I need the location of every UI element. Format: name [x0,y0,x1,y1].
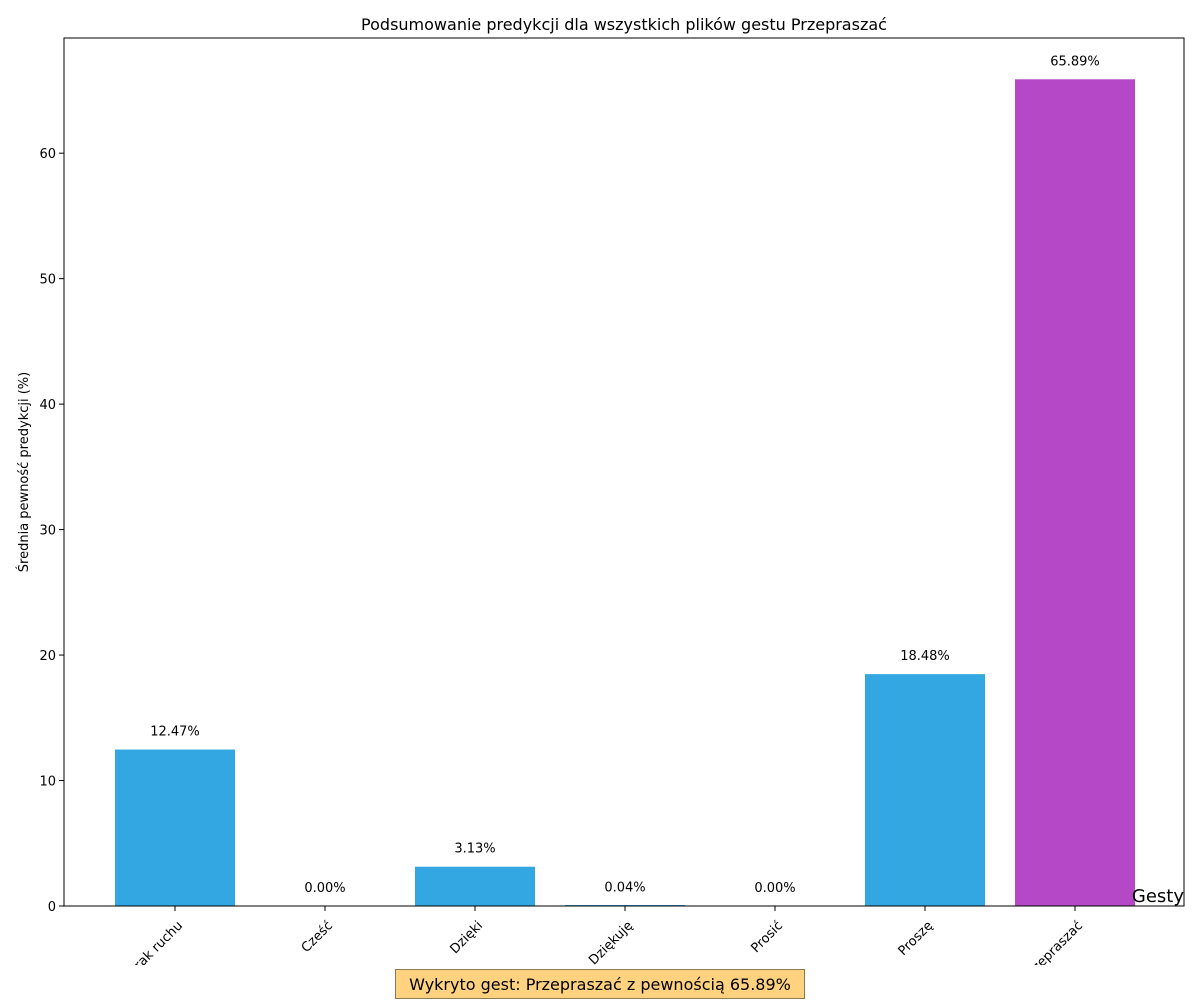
bar-value-label: 65.89% [1050,54,1100,69]
bar-value-label: 12.47% [150,725,200,740]
x-tick-label: Prosić [748,918,786,956]
bar-chart: Podsumowanie predykcji dla wszystkich pl… [16,15,1185,965]
y-tick-label: 0 [48,900,56,915]
bar-value-label: 3.13% [454,842,495,857]
x-tick-label: Cześć [299,918,336,955]
bar-2 [415,866,535,906]
x-tick-label: Dzięki [447,918,486,957]
y-tick-label: 30 [39,524,56,539]
y-tick-label: 20 [39,649,56,664]
y-axis-label: Średnia pewność predykcji (%) [16,372,32,572]
bar-6 [1015,79,1135,907]
chart-title: Podsumowanie predykcji dla wszystkich pl… [361,15,887,34]
bar-0 [115,749,235,906]
plot-frame [63,37,1185,907]
x-axis-label: Gesty [1132,886,1184,907]
bar-value-label: 0.00% [304,881,345,896]
x-tick-label: Proszę [896,918,936,958]
y-tick-label: 10 [39,775,56,790]
x-tick-label: Dziękuję [586,918,636,965]
bar-value-label: 18.48% [900,649,950,664]
y-tick-label: 60 [39,147,56,162]
bar-value-label: 0.00% [754,881,795,896]
detection-banner: Wykryto gest: Przepraszać z pewnością 65… [395,969,805,999]
x-tick-label: Brak ruchu [125,918,186,965]
bar-value-label: 0.04% [604,880,645,895]
bar-5 [865,674,985,906]
y-tick-label: 40 [39,398,56,413]
y-tick-label: 50 [39,273,56,288]
x-tick-label: Przepraszać [1020,918,1086,965]
